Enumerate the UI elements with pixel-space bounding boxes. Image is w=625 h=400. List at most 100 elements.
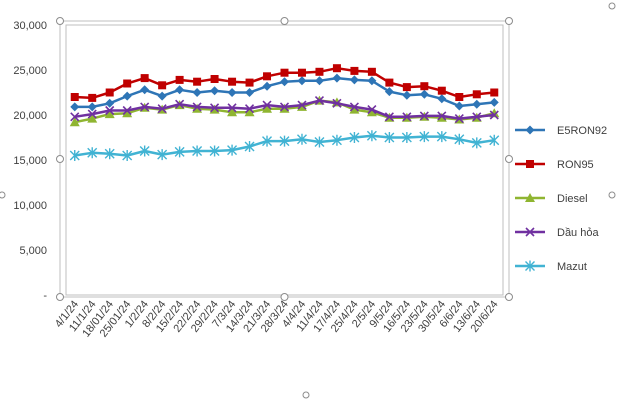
data-point <box>87 113 98 123</box>
data-point <box>367 76 377 86</box>
resize-handle[interactable] <box>302 391 310 399</box>
data-point <box>88 93 97 102</box>
data-point <box>349 132 360 143</box>
resize-handle[interactable] <box>608 2 616 10</box>
selection-handles <box>0 2 616 399</box>
data-point <box>366 130 377 142</box>
y-tick-label: 20,000 <box>13 110 47 122</box>
data-point <box>87 109 97 119</box>
data-point <box>175 99 185 109</box>
data-point <box>245 78 254 87</box>
resize-handle[interactable] <box>280 17 289 25</box>
resize-handle[interactable] <box>505 293 513 301</box>
data-point <box>454 114 464 124</box>
data-point <box>419 131 430 143</box>
data-point <box>193 77 202 86</box>
data-point <box>297 76 307 86</box>
data-point <box>87 102 97 112</box>
data-point <box>297 68 306 77</box>
data-point <box>402 90 412 100</box>
data-point <box>70 102 80 112</box>
data-point <box>314 76 324 86</box>
data-point <box>227 107 238 117</box>
data-point <box>489 110 499 120</box>
data-point <box>420 82 429 91</box>
data-point <box>402 112 412 122</box>
resize-handle[interactable] <box>0 191 6 199</box>
resize-handle[interactable] <box>505 17 513 25</box>
series-3 <box>70 96 499 124</box>
data-point <box>244 141 255 152</box>
data-point <box>437 111 447 121</box>
resize-handle[interactable] <box>56 293 64 301</box>
resize-handle[interactable] <box>280 293 289 301</box>
data-point <box>69 150 80 161</box>
resize-handle[interactable] <box>608 191 616 199</box>
data-point <box>105 98 115 108</box>
data-point <box>209 145 220 157</box>
data-point <box>105 105 115 116</box>
data-point <box>174 146 185 158</box>
data-point <box>315 67 324 76</box>
data-point <box>192 88 202 97</box>
data-point <box>297 100 307 110</box>
data-point <box>472 112 482 122</box>
data-point <box>472 90 481 99</box>
data-point <box>455 93 464 101</box>
data-point <box>139 145 150 157</box>
data-point <box>279 102 290 112</box>
data-point <box>192 102 202 112</box>
data-point <box>70 112 80 122</box>
resize-handle[interactable] <box>56 155 64 163</box>
data-point <box>157 149 168 161</box>
data-point <box>349 104 360 114</box>
data-point <box>367 105 377 115</box>
data-point <box>122 108 133 118</box>
series-4 <box>69 130 500 161</box>
data-point <box>140 85 150 95</box>
data-point <box>419 111 429 121</box>
data-point <box>314 96 325 106</box>
resize-handle[interactable] <box>505 155 513 163</box>
legend-label: Diesel <box>557 193 588 205</box>
data-point <box>245 88 255 97</box>
data-point <box>140 102 150 112</box>
data-point <box>175 75 184 84</box>
data-point <box>228 77 237 86</box>
data-point <box>525 260 535 272</box>
data-point <box>104 109 115 119</box>
data-point <box>314 136 325 148</box>
data-point <box>70 93 79 101</box>
data-point <box>332 64 341 73</box>
data-point <box>296 133 307 145</box>
data-point <box>158 81 167 90</box>
data-point <box>263 72 272 81</box>
data-point <box>385 78 394 87</box>
data-point <box>384 112 394 122</box>
data-point <box>104 148 115 160</box>
data-point <box>140 74 149 83</box>
data-point <box>454 101 464 111</box>
data-point <box>192 145 203 157</box>
legend: E5RON92 RON95 Diesel Dầu hỏa Mazut <box>515 125 607 273</box>
data-point <box>436 131 447 143</box>
data-point <box>402 83 411 92</box>
data-point <box>471 137 482 149</box>
data-point <box>123 79 132 88</box>
data-point <box>210 103 220 113</box>
data-point <box>280 77 289 87</box>
data-point <box>122 150 133 161</box>
data-point <box>366 107 377 117</box>
legend-item: RON95 <box>515 159 594 171</box>
data-point <box>525 125 535 135</box>
data-point <box>332 98 342 108</box>
legend-label: E5RON92 <box>557 125 607 137</box>
data-point <box>122 105 132 116</box>
data-point <box>227 103 237 113</box>
resize-handle[interactable] <box>56 17 64 25</box>
data-point <box>384 87 394 97</box>
data-point <box>262 135 273 147</box>
legend-item: E5RON92 <box>515 125 607 137</box>
data-point <box>331 134 342 146</box>
